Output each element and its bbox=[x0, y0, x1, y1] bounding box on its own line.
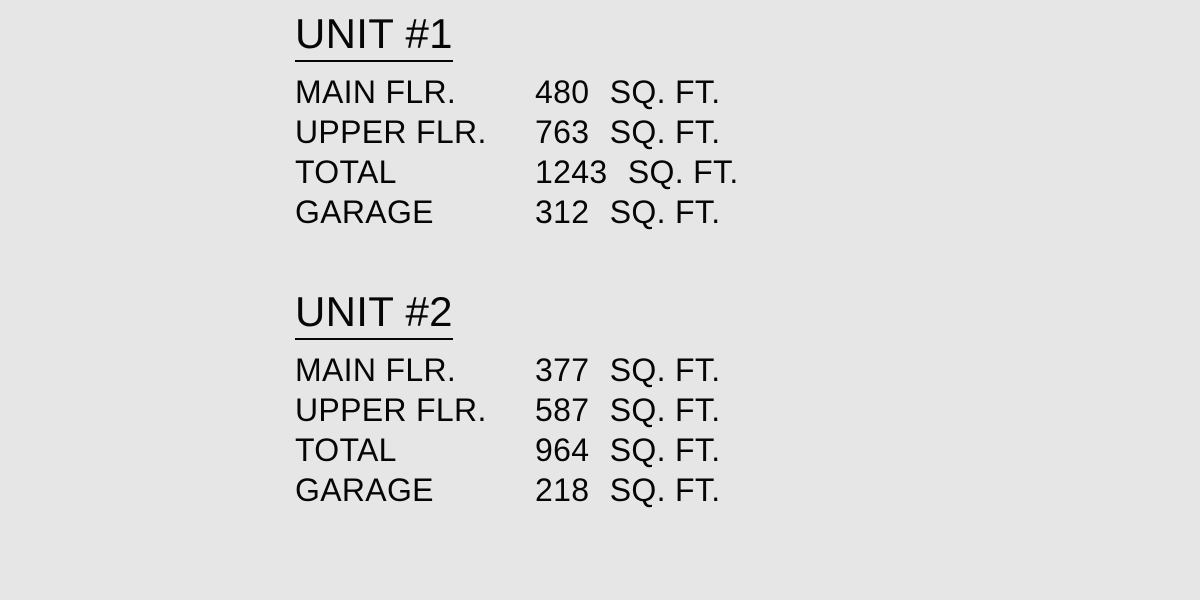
row-label: GARAGE bbox=[295, 470, 535, 510]
row-value: 218 SQ. FT. bbox=[535, 470, 720, 510]
sqft-unit: SQ. FT. bbox=[610, 352, 721, 388]
row-label: GARAGE bbox=[295, 192, 535, 232]
unit-row: TOTAL 1243 SQ. FT. bbox=[295, 152, 1200, 192]
row-value: 312 SQ. FT. bbox=[535, 192, 720, 232]
row-label: TOTAL bbox=[295, 430, 535, 470]
row-value: 480 SQ. FT. bbox=[535, 72, 720, 112]
sqft-number: 480 bbox=[535, 74, 589, 110]
unit-row: GARAGE 312 SQ. FT. bbox=[295, 192, 1200, 232]
unit-block-1: UNIT #1 MAIN FLR. 480 SQ. FT. UPPER FLR.… bbox=[295, 10, 1200, 232]
unit-title: UNIT #1 bbox=[295, 10, 453, 62]
sqft-unit: SQ. FT. bbox=[610, 432, 721, 468]
unit-row: MAIN FLR. 377 SQ. FT. bbox=[295, 350, 1200, 390]
unit-row: UPPER FLR. 587 SQ. FT. bbox=[295, 390, 1200, 430]
unit-block-2: UNIT #2 MAIN FLR. 377 SQ. FT. UPPER FLR.… bbox=[295, 288, 1200, 510]
unit-row: GARAGE 218 SQ. FT. bbox=[295, 470, 1200, 510]
row-value: 377 SQ. FT. bbox=[535, 350, 720, 390]
row-value: 1243 SQ. FT. bbox=[535, 152, 739, 192]
sqft-unit: SQ. FT. bbox=[610, 194, 721, 230]
unit-title: UNIT #2 bbox=[295, 288, 453, 340]
unit-row: MAIN FLR. 480 SQ. FT. bbox=[295, 72, 1200, 112]
sqft-number: 763 bbox=[535, 114, 589, 150]
row-value: 587 SQ. FT. bbox=[535, 390, 720, 430]
row-label: UPPER FLR. bbox=[295, 390, 535, 430]
row-label: UPPER FLR. bbox=[295, 112, 535, 152]
block-spacer bbox=[295, 232, 1200, 288]
row-value: 964 SQ. FT. bbox=[535, 430, 720, 470]
unit-row: UPPER FLR. 763 SQ. FT. bbox=[295, 112, 1200, 152]
row-value: 763 SQ. FT. bbox=[535, 112, 720, 152]
row-label: TOTAL bbox=[295, 152, 535, 192]
sqft-number: 377 bbox=[535, 352, 589, 388]
sqft-number: 218 bbox=[535, 472, 589, 508]
sqft-unit: SQ. FT. bbox=[628, 154, 739, 190]
sqft-unit: SQ. FT. bbox=[610, 392, 721, 428]
row-label: MAIN FLR. bbox=[295, 72, 535, 112]
unit-sqft-sheet: UNIT #1 MAIN FLR. 480 SQ. FT. UPPER FLR.… bbox=[0, 0, 1200, 600]
row-label: MAIN FLR. bbox=[295, 350, 535, 390]
sqft-number: 587 bbox=[535, 392, 589, 428]
unit-row: TOTAL 964 SQ. FT. bbox=[295, 430, 1200, 470]
sqft-number: 964 bbox=[535, 432, 589, 468]
sqft-unit: SQ. FT. bbox=[610, 74, 721, 110]
sqft-unit: SQ. FT. bbox=[610, 472, 721, 508]
sqft-unit: SQ. FT. bbox=[610, 114, 721, 150]
sqft-number: 312 bbox=[535, 194, 589, 230]
sqft-number: 1243 bbox=[535, 154, 607, 190]
